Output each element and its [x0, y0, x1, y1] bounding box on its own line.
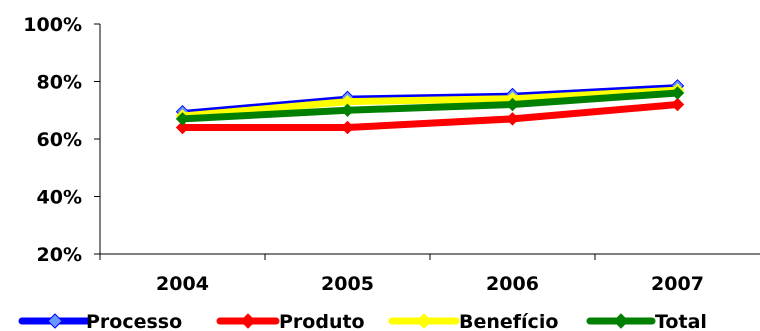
legend: Processo Produto Benefício Total: [18, 311, 707, 331]
x-axis-ticks: 2004 2005 2006 2007: [99, 254, 704, 295]
legend-label: Produto: [279, 311, 365, 331]
series-line: [182, 86, 678, 120]
series-line: [182, 101, 678, 131]
legend-swatch-marker: [613, 313, 629, 329]
data-point: [505, 112, 520, 126]
y-tick-label: 20%: [37, 244, 82, 266]
series-produto: [175, 97, 685, 135]
legend-item-total: Total: [586, 311, 707, 331]
y-tick-label: 100%: [23, 14, 82, 36]
legend-item-benefício: Benefício: [388, 311, 558, 331]
legend-label: Total: [655, 311, 707, 331]
data-point: [340, 103, 355, 117]
data-point: [670, 86, 685, 100]
data-point: [175, 120, 190, 135]
data-point: [175, 112, 190, 126]
legend-item-produto: Produto: [216, 311, 365, 331]
x-tick-label: 2006: [486, 273, 539, 295]
data-point: [340, 120, 355, 135]
legend-label: Benefício: [459, 311, 558, 331]
legend-label: Processo: [86, 311, 182, 331]
y-tick-label: 80%: [37, 72, 82, 94]
y-tick-label: 40%: [37, 187, 82, 209]
series-line: [182, 89, 678, 123]
x-tick-label: 2007: [651, 273, 704, 295]
series-total: [175, 86, 685, 126]
series-layer: [175, 79, 685, 135]
y-tick-label: 60%: [37, 129, 82, 151]
data-point: [505, 97, 520, 112]
legend-swatch-marker: [47, 313, 63, 329]
legend-swatch-marker: [416, 313, 432, 329]
data-point: [670, 97, 685, 112]
legend-swatch-marker: [240, 313, 256, 329]
x-tick-label: 2005: [321, 273, 374, 295]
x-tick-label: 2004: [156, 273, 209, 295]
y-axis-ticks: 20% 40% 60% 80% 100%: [23, 14, 100, 266]
series-line: [182, 84, 678, 114]
legend-item-processo: Processo: [18, 311, 182, 331]
chart-axes: [99, 24, 760, 255]
